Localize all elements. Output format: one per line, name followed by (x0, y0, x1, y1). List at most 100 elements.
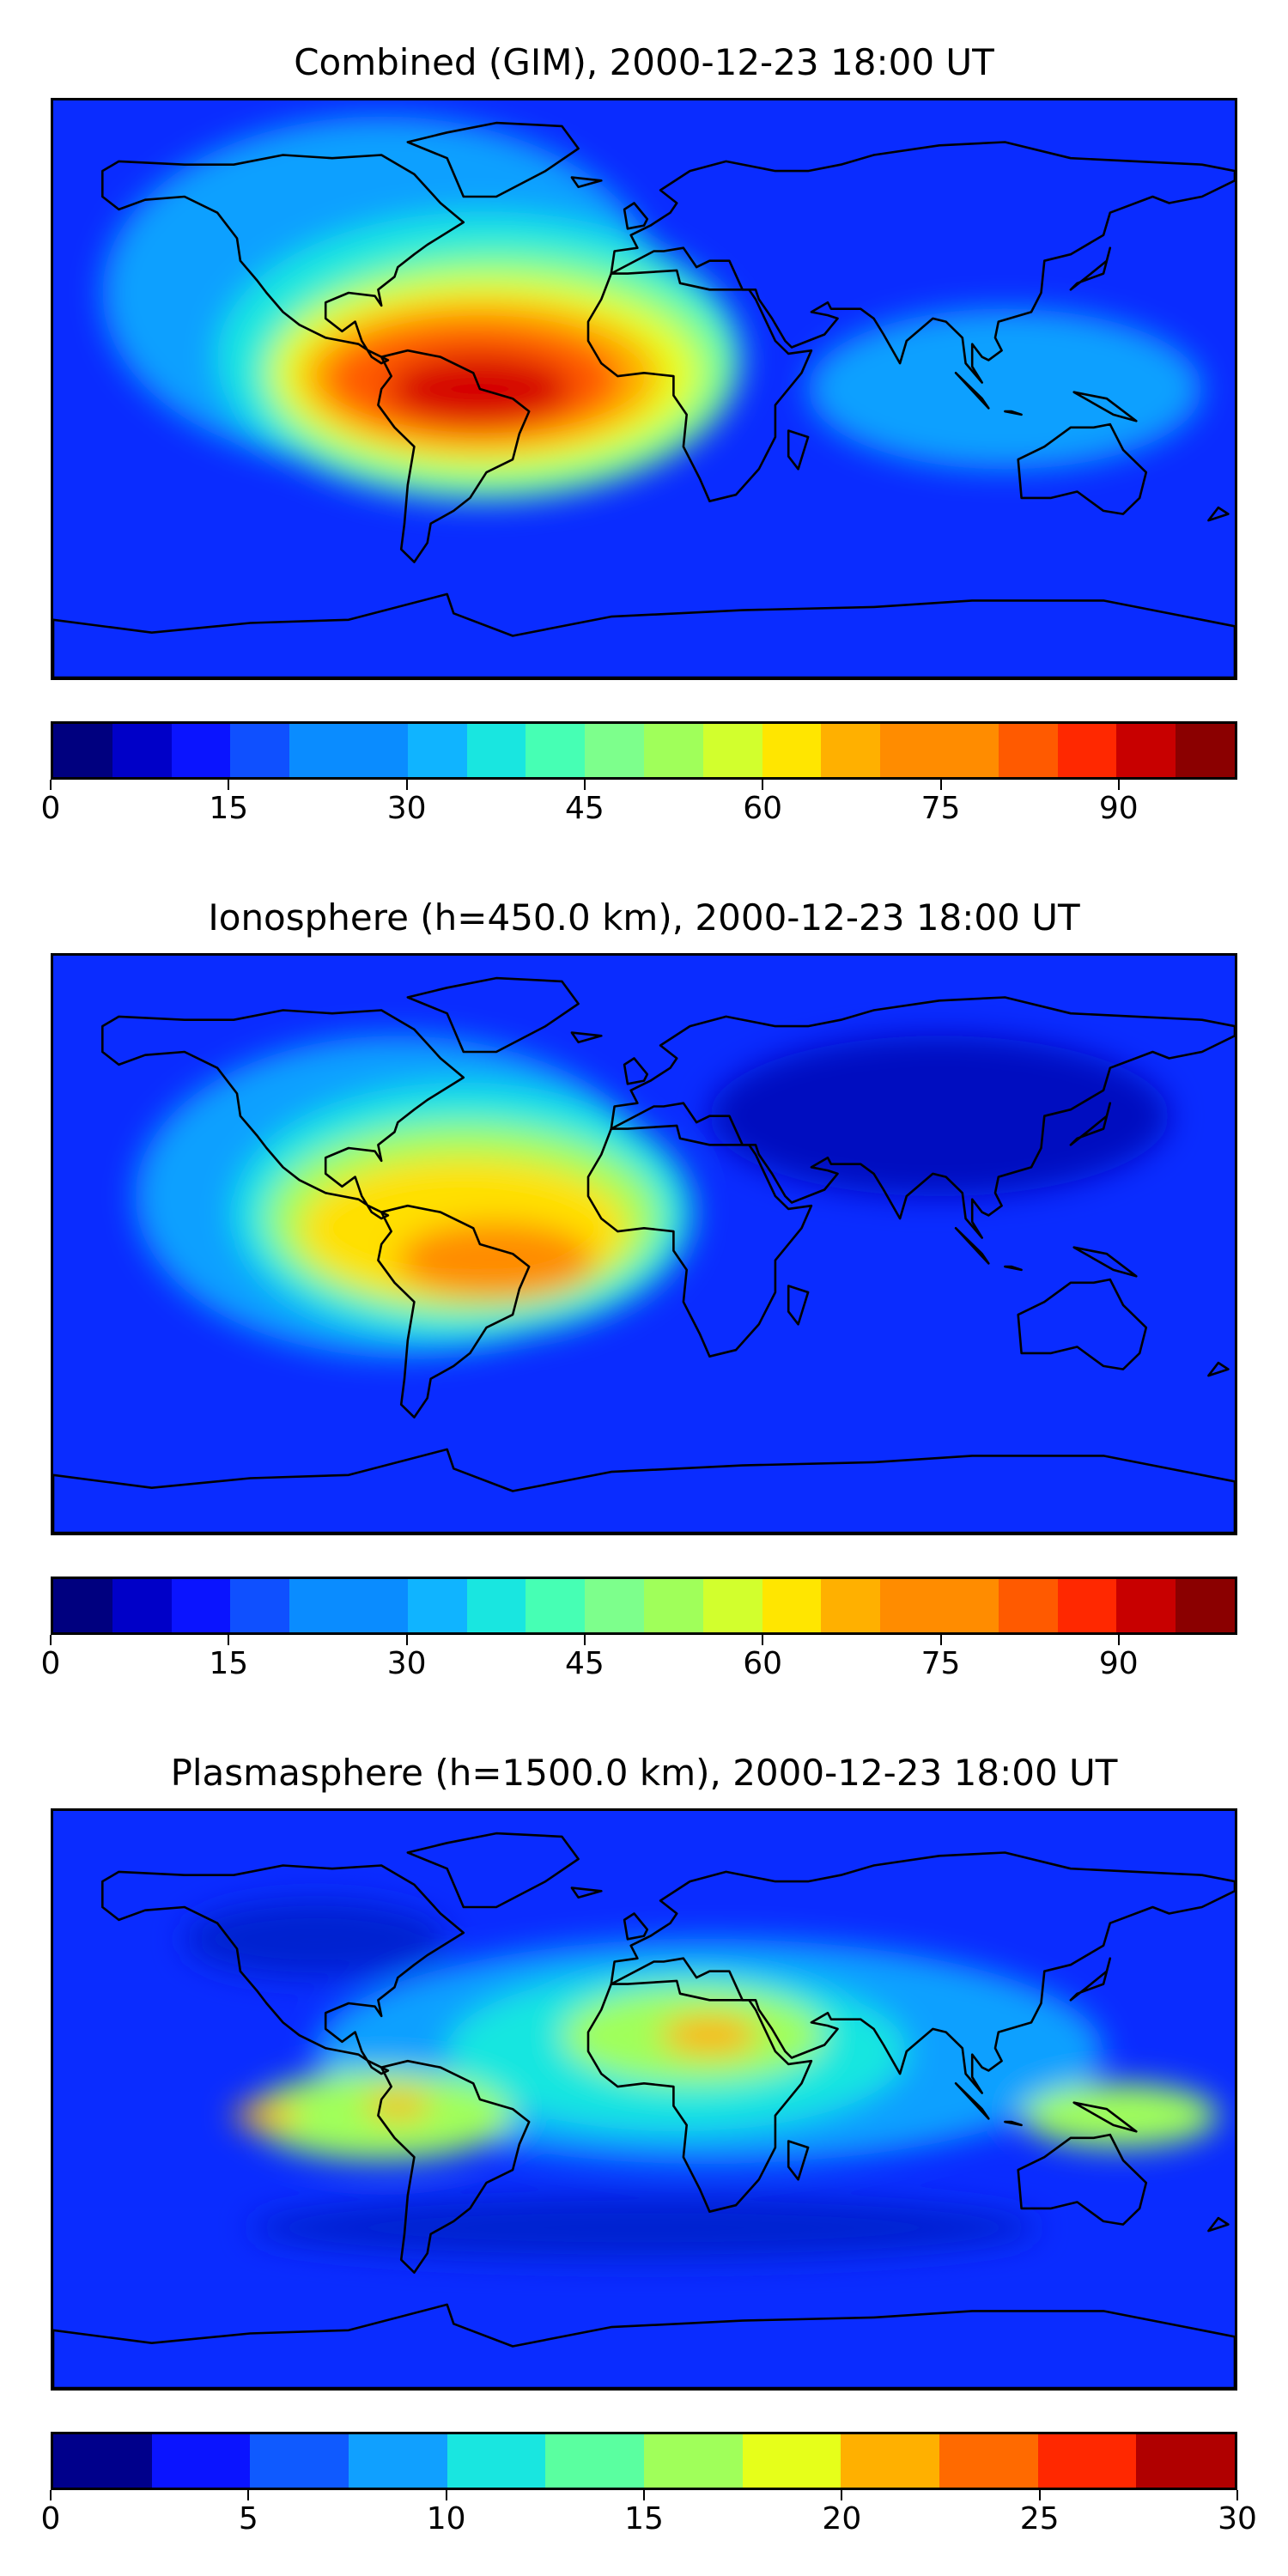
colorbar-segment (939, 2434, 1038, 2488)
contour-region (250, 2196, 1038, 2260)
colorbar-segment (998, 724, 1058, 777)
colorbar-segment (742, 2434, 841, 2488)
contour-region (660, 2015, 759, 2055)
coastline (586, 1979, 813, 2213)
coastline (586, 269, 813, 502)
map-canvas (53, 956, 1235, 1533)
colorbar-tick-label: 60 (743, 791, 783, 826)
coastline (1017, 2133, 1148, 2226)
colorbar-tick-label: 0 (40, 2501, 61, 2537)
colorbar-tick (405, 780, 408, 790)
colorbar-segment (407, 1579, 467, 1632)
coastline (101, 1009, 465, 1220)
coastline (1017, 1278, 1148, 1370)
colorbar-segment (821, 724, 881, 777)
colorbar-segment (466, 1579, 526, 1632)
colorbar-segment (1037, 2434, 1137, 2488)
colorbar-tick-label: 10 (426, 2501, 466, 2537)
contour-region (398, 1221, 595, 1299)
coastline (406, 121, 580, 198)
colorbar-tick (762, 1635, 764, 1645)
map-plasmasphere (51, 1808, 1237, 2391)
colorbar-tick-label: 90 (1098, 791, 1139, 826)
colorbar-tick (1117, 1635, 1120, 1645)
colorbar-segment (447, 2434, 546, 2488)
coastline (1004, 2120, 1023, 2127)
colorbar-tick-label: 75 (920, 791, 961, 826)
coastline (787, 1285, 810, 1326)
colorbar-segment (939, 724, 999, 777)
colorbar-tick-label: 45 (564, 1646, 605, 1681)
colorbar-segment (250, 2434, 349, 2488)
contour-region (234, 2102, 300, 2129)
coastlines (53, 976, 1235, 1533)
coastline (101, 1864, 465, 2075)
colorbar-tick (1236, 2490, 1238, 2500)
coastline (954, 372, 990, 410)
map-canvas (53, 100, 1235, 677)
colorbar-segment (1136, 2434, 1235, 2488)
coastline (1207, 1361, 1230, 1377)
colorbar-segment (348, 724, 408, 777)
colorbar-tick (939, 1635, 942, 1645)
coastline (610, 1851, 1235, 2094)
colorbar-segment (289, 1579, 349, 1632)
colorbar-segment (230, 1579, 290, 1632)
colorbar-segment (1176, 1579, 1235, 1632)
contour-region (1021, 2083, 1218, 2148)
coastline (610, 996, 1235, 1239)
colorbar-segment (1176, 724, 1235, 777)
coastline (570, 1886, 603, 1899)
coastline (53, 592, 1235, 677)
coastline (1069, 1102, 1112, 1146)
coastline (377, 349, 531, 563)
coastline (53, 1448, 1235, 1533)
coastline (1072, 1246, 1138, 1278)
colorbar-segment (466, 724, 526, 777)
map-combined (51, 98, 1237, 680)
coastline (1004, 1265, 1023, 1272)
coastline (1004, 410, 1023, 416)
colorbar-tick-label: 15 (209, 791, 249, 826)
coastlines (53, 1832, 1235, 2388)
colorbar-segment (171, 1579, 231, 1632)
colorbar-segment (171, 724, 231, 777)
map-ionosphere (51, 953, 1237, 1535)
colorbar-segment (585, 724, 644, 777)
contour-region (808, 308, 1202, 470)
colorbar-tick-label: 60 (743, 1646, 783, 1681)
colorbar-segment (1057, 724, 1117, 777)
colorbar-tick (228, 1635, 230, 1645)
colorbar-segment (1057, 1579, 1117, 1632)
colorbar-tick-label: 30 (386, 791, 427, 826)
coastline (1072, 2101, 1138, 2133)
contour-region (365, 2093, 431, 2119)
coastline (1207, 506, 1230, 522)
colorbar-tick (445, 2490, 447, 2500)
colorbar-segment (545, 2434, 645, 2488)
colorbar-segment (998, 1579, 1058, 1632)
coastline (101, 154, 465, 365)
colorbar-tick (939, 780, 942, 790)
coastline (623, 1912, 649, 1941)
colorbar-tick (583, 1635, 586, 1645)
coastline (623, 202, 649, 230)
panel-title-ionosphere: Ionosphere (h=450.0 km), 2000-12-23 18:0… (208, 896, 1080, 939)
coastline (406, 976, 580, 1054)
colorbar-tick (841, 2490, 843, 2500)
colorbar-tick (643, 2490, 645, 2500)
coastline (1069, 1957, 1112, 2002)
colorbar-segment (939, 1579, 999, 1632)
contour-region (709, 1036, 1170, 1196)
colorbar-segment (644, 2434, 743, 2488)
coastline (787, 429, 810, 471)
colorbar-segment (762, 1579, 822, 1632)
coastline (586, 1124, 813, 1358)
colorbar-segment (841, 2434, 940, 2488)
colorbar-tick-label: 30 (1218, 2501, 1257, 2537)
colorbar-tick-label: 15 (209, 1646, 249, 1681)
colorbar-segment (880, 1579, 939, 1632)
coastline (570, 176, 603, 189)
colorbar-tick-label: 25 (1019, 2501, 1060, 2537)
coastline (570, 1031, 603, 1044)
